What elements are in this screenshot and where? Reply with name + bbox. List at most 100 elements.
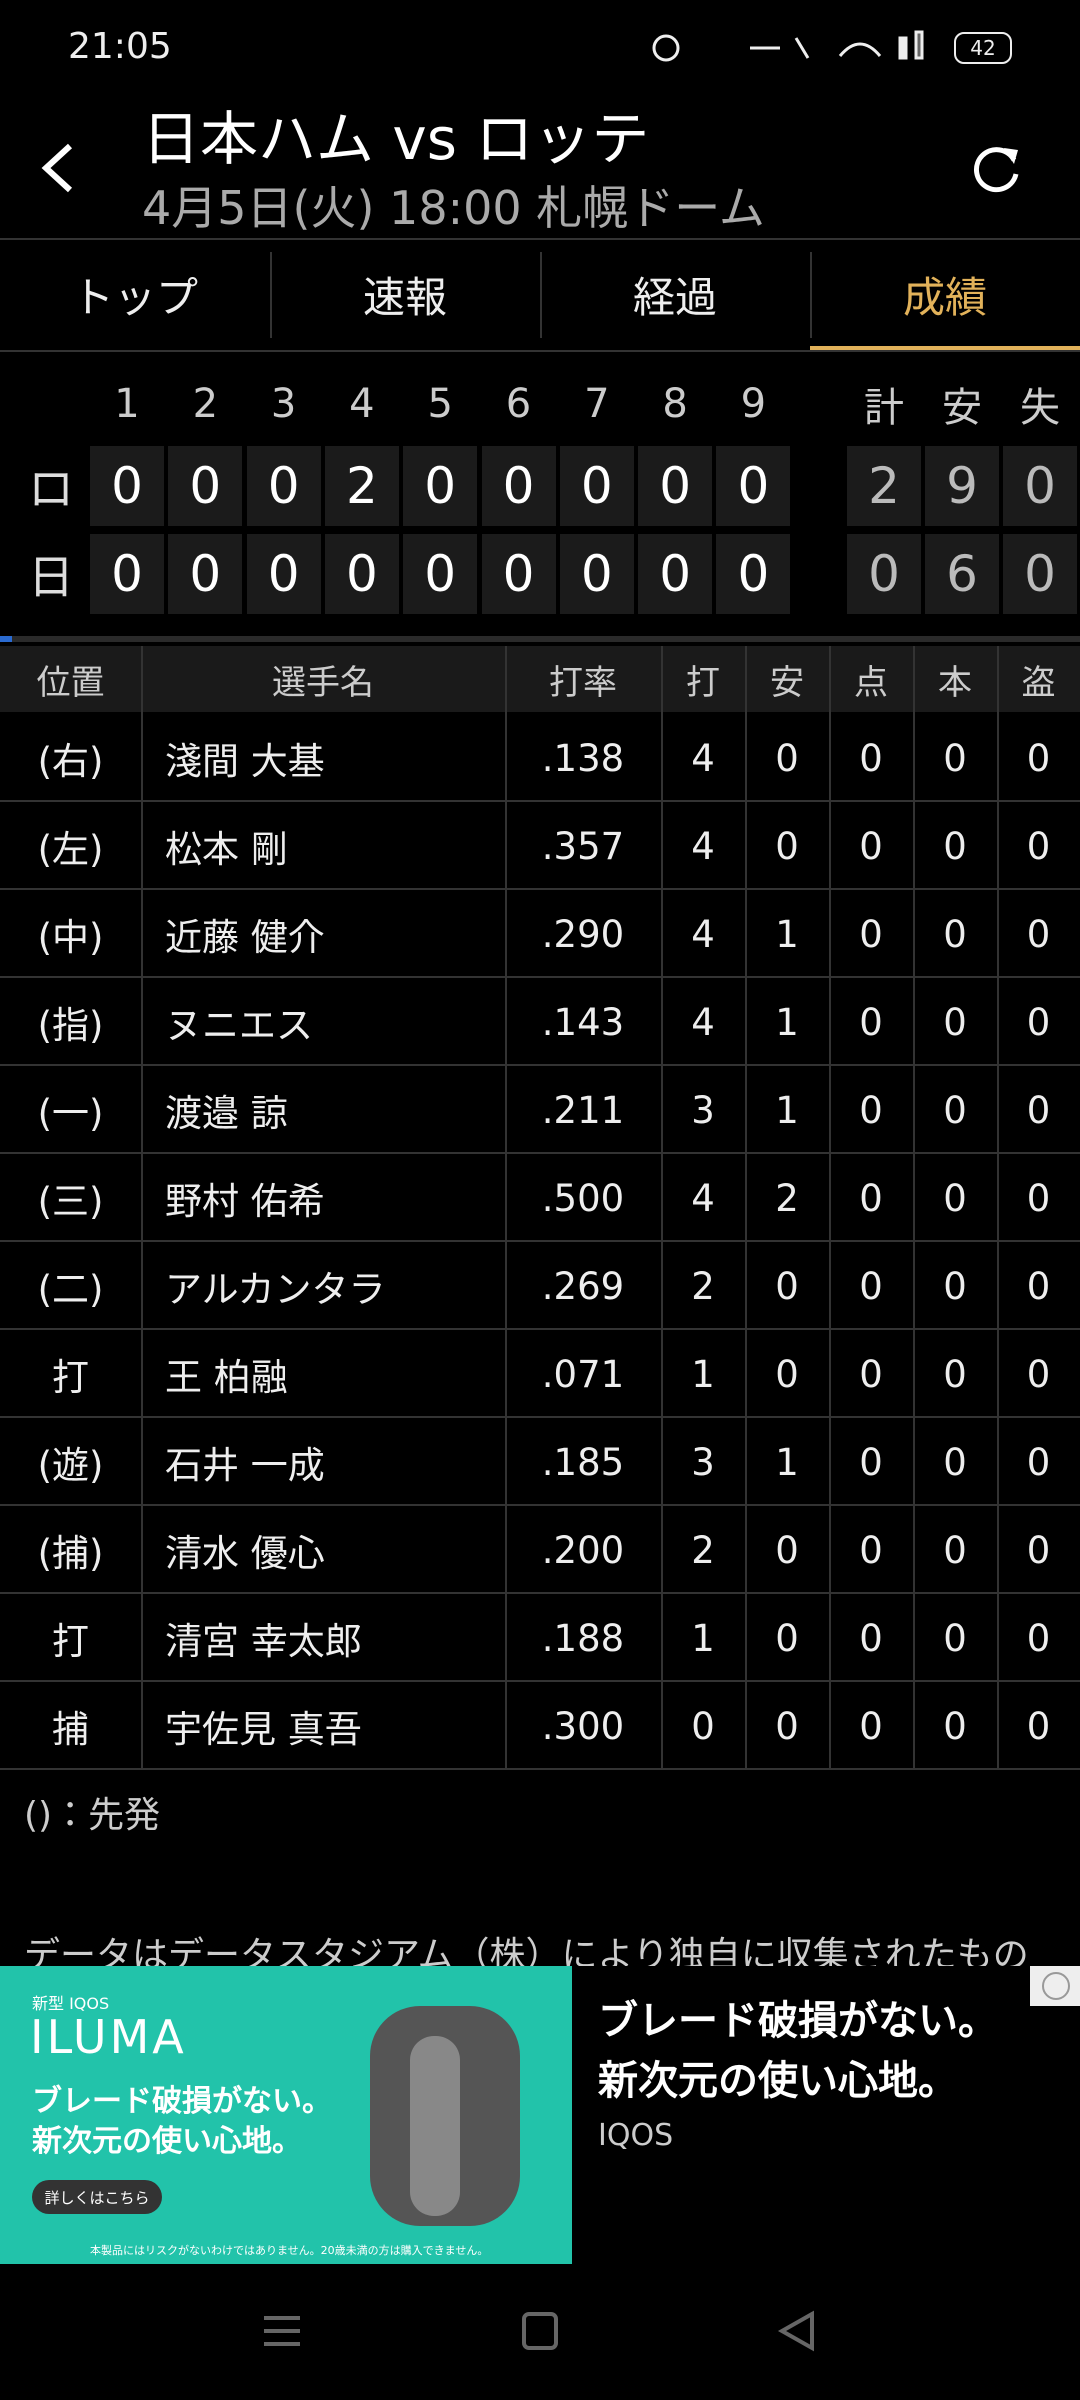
- stat-cell: 0: [775, 1616, 799, 1660]
- title: 日本ハム vs ロッテ: [142, 105, 650, 173]
- stat-cell: 0: [943, 824, 967, 868]
- stat-cell: 0: [943, 736, 967, 780]
- ad-headline[interactable]: ブレード破損がない。: [598, 1998, 998, 2044]
- stat-cell: 0: [1026, 912, 1051, 956]
- ad[interactable]: 新型 IQOS ILUMA ブレード破損がない。 新次元の使い心地。 詳しくはこ…: [0, 1966, 1080, 2264]
- total-score: 6: [925, 534, 999, 614]
- inning-score: 0: [168, 534, 243, 614]
- row-separator: [0, 1240, 1080, 1242]
- stat-cell: 1: [775, 912, 799, 956]
- stat-cell: .188: [541, 1616, 625, 1660]
- inning-label: 4: [349, 381, 375, 427]
- stat-cell: 0: [859, 1264, 883, 1308]
- subtitle: 4月5日(火) 18:00 札幌ドーム: [142, 181, 765, 235]
- stat-cell: 0: [1026, 1616, 1051, 1660]
- stat-cell: 0: [859, 1440, 883, 1484]
- refresh-button[interactable]: [968, 140, 1024, 196]
- row-separator: [0, 1592, 1080, 1594]
- stat-cell: 0: [859, 1528, 883, 1572]
- stat-cell: 4: [691, 824, 715, 868]
- stat-cell: 0: [859, 912, 883, 956]
- stat-cell: (遊): [37, 1444, 104, 1487]
- total-score: 0: [1003, 534, 1077, 614]
- column-header: 盗: [997, 646, 1080, 712]
- home-button[interactable]: [522, 2312, 558, 2350]
- inning-score: 2: [324, 446, 399, 526]
- stat-cell: 0: [943, 1264, 967, 1308]
- stat-cell: 2: [775, 1176, 799, 1220]
- stat-cell: 0: [1026, 1264, 1051, 1308]
- row-separator: [0, 1152, 1080, 1154]
- ad-image[interactable]: 新型 IQOS ILUMA ブレード破損がない。 新次元の使い心地。 詳しくはこ…: [0, 1966, 572, 2264]
- progress: [0, 636, 12, 642]
- player-name: 野村 佑希: [165, 1180, 325, 1223]
- tab-bar: トップ 速報 経過 成績: [0, 240, 1080, 352]
- stat-cell: 0: [943, 1000, 967, 1044]
- inning-label: 7: [584, 381, 610, 427]
- stat-cell: 1: [775, 1000, 799, 1044]
- ad-info[interactable]: [1030, 1966, 1080, 2006]
- column-header: 位置: [0, 646, 141, 712]
- back-nav-button[interactable]: [777, 2310, 814, 2352]
- ad-button[interactable]: 詳しくはこちら: [32, 2180, 162, 2214]
- stat-cell: 0: [775, 1352, 799, 1396]
- stat-cell: 0: [775, 1264, 799, 1308]
- back-button[interactable]: [36, 140, 80, 196]
- tab-active[interactable]: 成績: [902, 272, 987, 322]
- stat-cell: (中): [37, 916, 104, 959]
- inning-label: 8: [662, 381, 688, 427]
- stat-cell: 3: [691, 1440, 715, 1484]
- stat-cell: (捕): [37, 1532, 104, 1575]
- inning-label: 1: [114, 381, 140, 427]
- stat-cell: (右): [37, 740, 104, 783]
- tab[interactable]: 経過: [632, 272, 717, 322]
- player-name: 渡邉 諒: [165, 1092, 288, 1135]
- ad-advertiser: IQOS: [598, 2118, 674, 2153]
- stat-cell: .143: [541, 1000, 625, 1044]
- tab-separator: [270, 252, 272, 338]
- stat-cell: .200: [541, 1528, 625, 1572]
- stat-cell: 2: [691, 1528, 715, 1572]
- stat-cell: 4: [691, 736, 715, 780]
- stat-cell: 0: [1026, 1088, 1051, 1132]
- stat-cell: 1: [691, 1352, 715, 1396]
- stat-cell: (指): [37, 1004, 104, 1047]
- stat-cell: 0: [859, 1352, 883, 1396]
- stat-cell: 0: [859, 1704, 883, 1748]
- total-label: 計: [864, 385, 904, 431]
- stat-cell: 2: [691, 1264, 715, 1308]
- inning-score: 0: [481, 534, 556, 614]
- stat-cell: 1: [775, 1088, 799, 1132]
- column-separator: [997, 646, 999, 1770]
- ad-headline[interactable]: 新次元の使い心地。: [598, 2058, 958, 2104]
- stat-cell: (三): [37, 1180, 104, 1223]
- stats-table: 位置 選手名 打率打安点本盗 (右) 淺間 大基 .138 4 0 0 0 0 (左) 松本 剛 .357…: [0, 646, 1080, 1772]
- column-separator: [829, 646, 831, 1770]
- inning-score: 0: [403, 534, 478, 614]
- status-icons: [652, 30, 924, 62]
- player-name: 清宮 幸太郎: [165, 1620, 362, 1663]
- stat-cell: .071: [541, 1352, 625, 1396]
- stat-cell: .357: [541, 824, 625, 868]
- stat-cell: 打: [52, 1356, 89, 1399]
- inning-score: 0: [246, 446, 321, 526]
- ad-device: [370, 2006, 520, 2226]
- stat-cell: 0: [1026, 1000, 1051, 1044]
- inning-label: 9: [740, 381, 767, 427]
- stat-cell: 0: [1026, 824, 1051, 868]
- tab[interactable]: 速報: [362, 272, 447, 322]
- stat-cell: 0: [1026, 1176, 1051, 1220]
- inning-score: 0: [638, 534, 713, 614]
- column-header: 打: [661, 646, 745, 712]
- stat-cell: 0: [1026, 736, 1051, 780]
- column-separator: [913, 646, 915, 1770]
- divider: [0, 350, 1080, 352]
- tab[interactable]: トップ: [71, 272, 198, 322]
- stat-cell: 0: [859, 1088, 883, 1132]
- menu-button[interactable]: [264, 2316, 300, 2346]
- ad-brand: 新型 IQOS: [32, 1994, 110, 2013]
- stat-cell: (左): [37, 828, 104, 871]
- stat-cell: 0: [1026, 1528, 1051, 1572]
- inning-score: 0: [638, 446, 713, 526]
